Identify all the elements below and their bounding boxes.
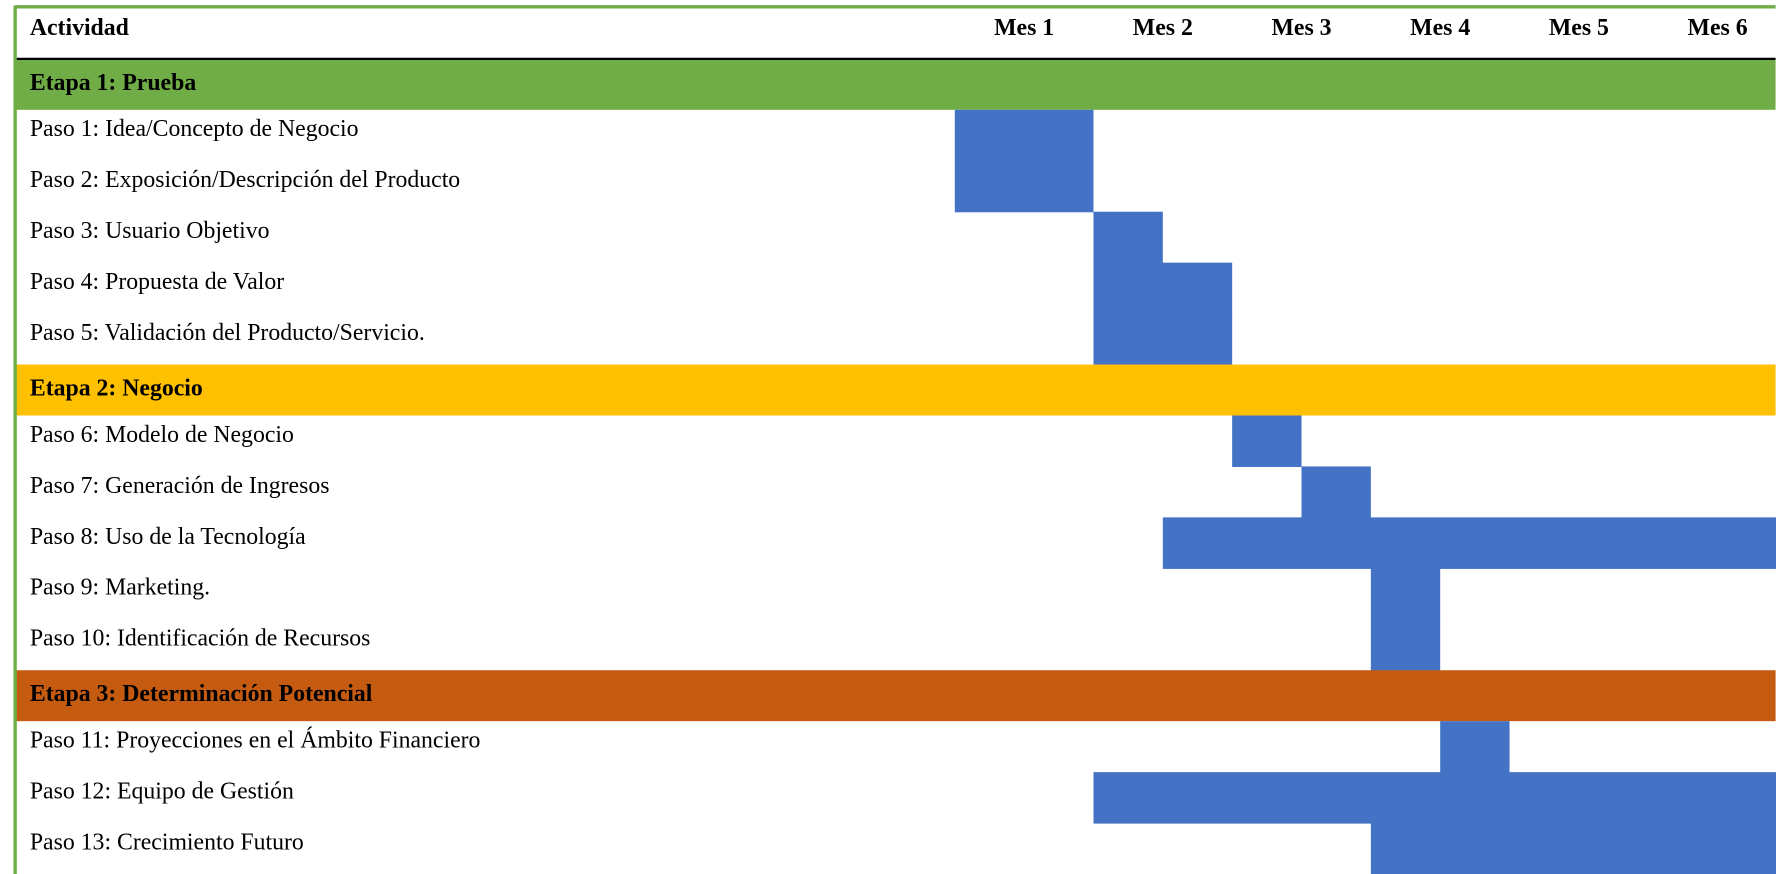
task-label: Paso 9: Marketing. xyxy=(30,575,210,601)
month-header: Mes 5 xyxy=(1549,15,1609,41)
month-header: Mes 1 xyxy=(994,15,1054,41)
task-bar xyxy=(954,109,1094,162)
task-bar xyxy=(954,160,1094,213)
month-header: Mes 3 xyxy=(1271,15,1331,41)
month-header: Mes 2 xyxy=(1133,15,1193,41)
stage-title: Etapa 1: Prueba xyxy=(30,70,196,96)
task-label: Paso 4: Propuesta de Valor xyxy=(30,269,284,295)
task-label: Paso 5: Validación del Producto/Servicio… xyxy=(30,320,425,346)
task-bar xyxy=(1370,823,1776,874)
task-label: Paso 1: Idea/Concepto de Negocio xyxy=(30,116,359,142)
stage-title: Etapa 3: Determinación Potencial xyxy=(30,681,373,707)
task-bar xyxy=(1093,313,1233,366)
stage-band xyxy=(15,670,1776,722)
task-label: Paso 2: Exposición/Descripción del Produ… xyxy=(30,167,460,193)
task-label: Paso 6: Modelo de Negocio xyxy=(30,422,294,448)
month-header: Mes 4 xyxy=(1410,15,1470,41)
activity-header: Actividad xyxy=(30,15,129,41)
task-bar xyxy=(1232,415,1302,468)
task-bar xyxy=(1093,211,1163,264)
task-label: Paso 7: Generación de Ingresos xyxy=(30,473,330,499)
task-label: Paso 10: Identificación de Recursos xyxy=(30,626,371,652)
task-bar xyxy=(1370,568,1441,620)
task-bar xyxy=(1093,262,1233,315)
task-bar xyxy=(1093,772,1776,824)
task-label: Paso 8: Uso de la Tecnología xyxy=(30,524,306,550)
task-label: Paso 12: Equipo de Gestión xyxy=(30,779,294,805)
task-label: Paso 3: Usuario Objetivo xyxy=(30,218,270,244)
stage-title: Etapa 2: Negocio xyxy=(30,375,203,401)
task-bar xyxy=(1440,721,1510,773)
task-bar xyxy=(1370,619,1441,671)
task-label: Paso 11: Proyecciones en el Ámbito Finan… xyxy=(30,728,481,754)
stage-band xyxy=(15,58,1776,110)
stage-band xyxy=(15,364,1776,416)
task-bar xyxy=(1162,517,1776,569)
task-bar xyxy=(1301,466,1371,518)
month-header: Mes 6 xyxy=(1688,15,1748,41)
task-label: Paso 13: Crecimiento Futuro xyxy=(30,829,304,855)
